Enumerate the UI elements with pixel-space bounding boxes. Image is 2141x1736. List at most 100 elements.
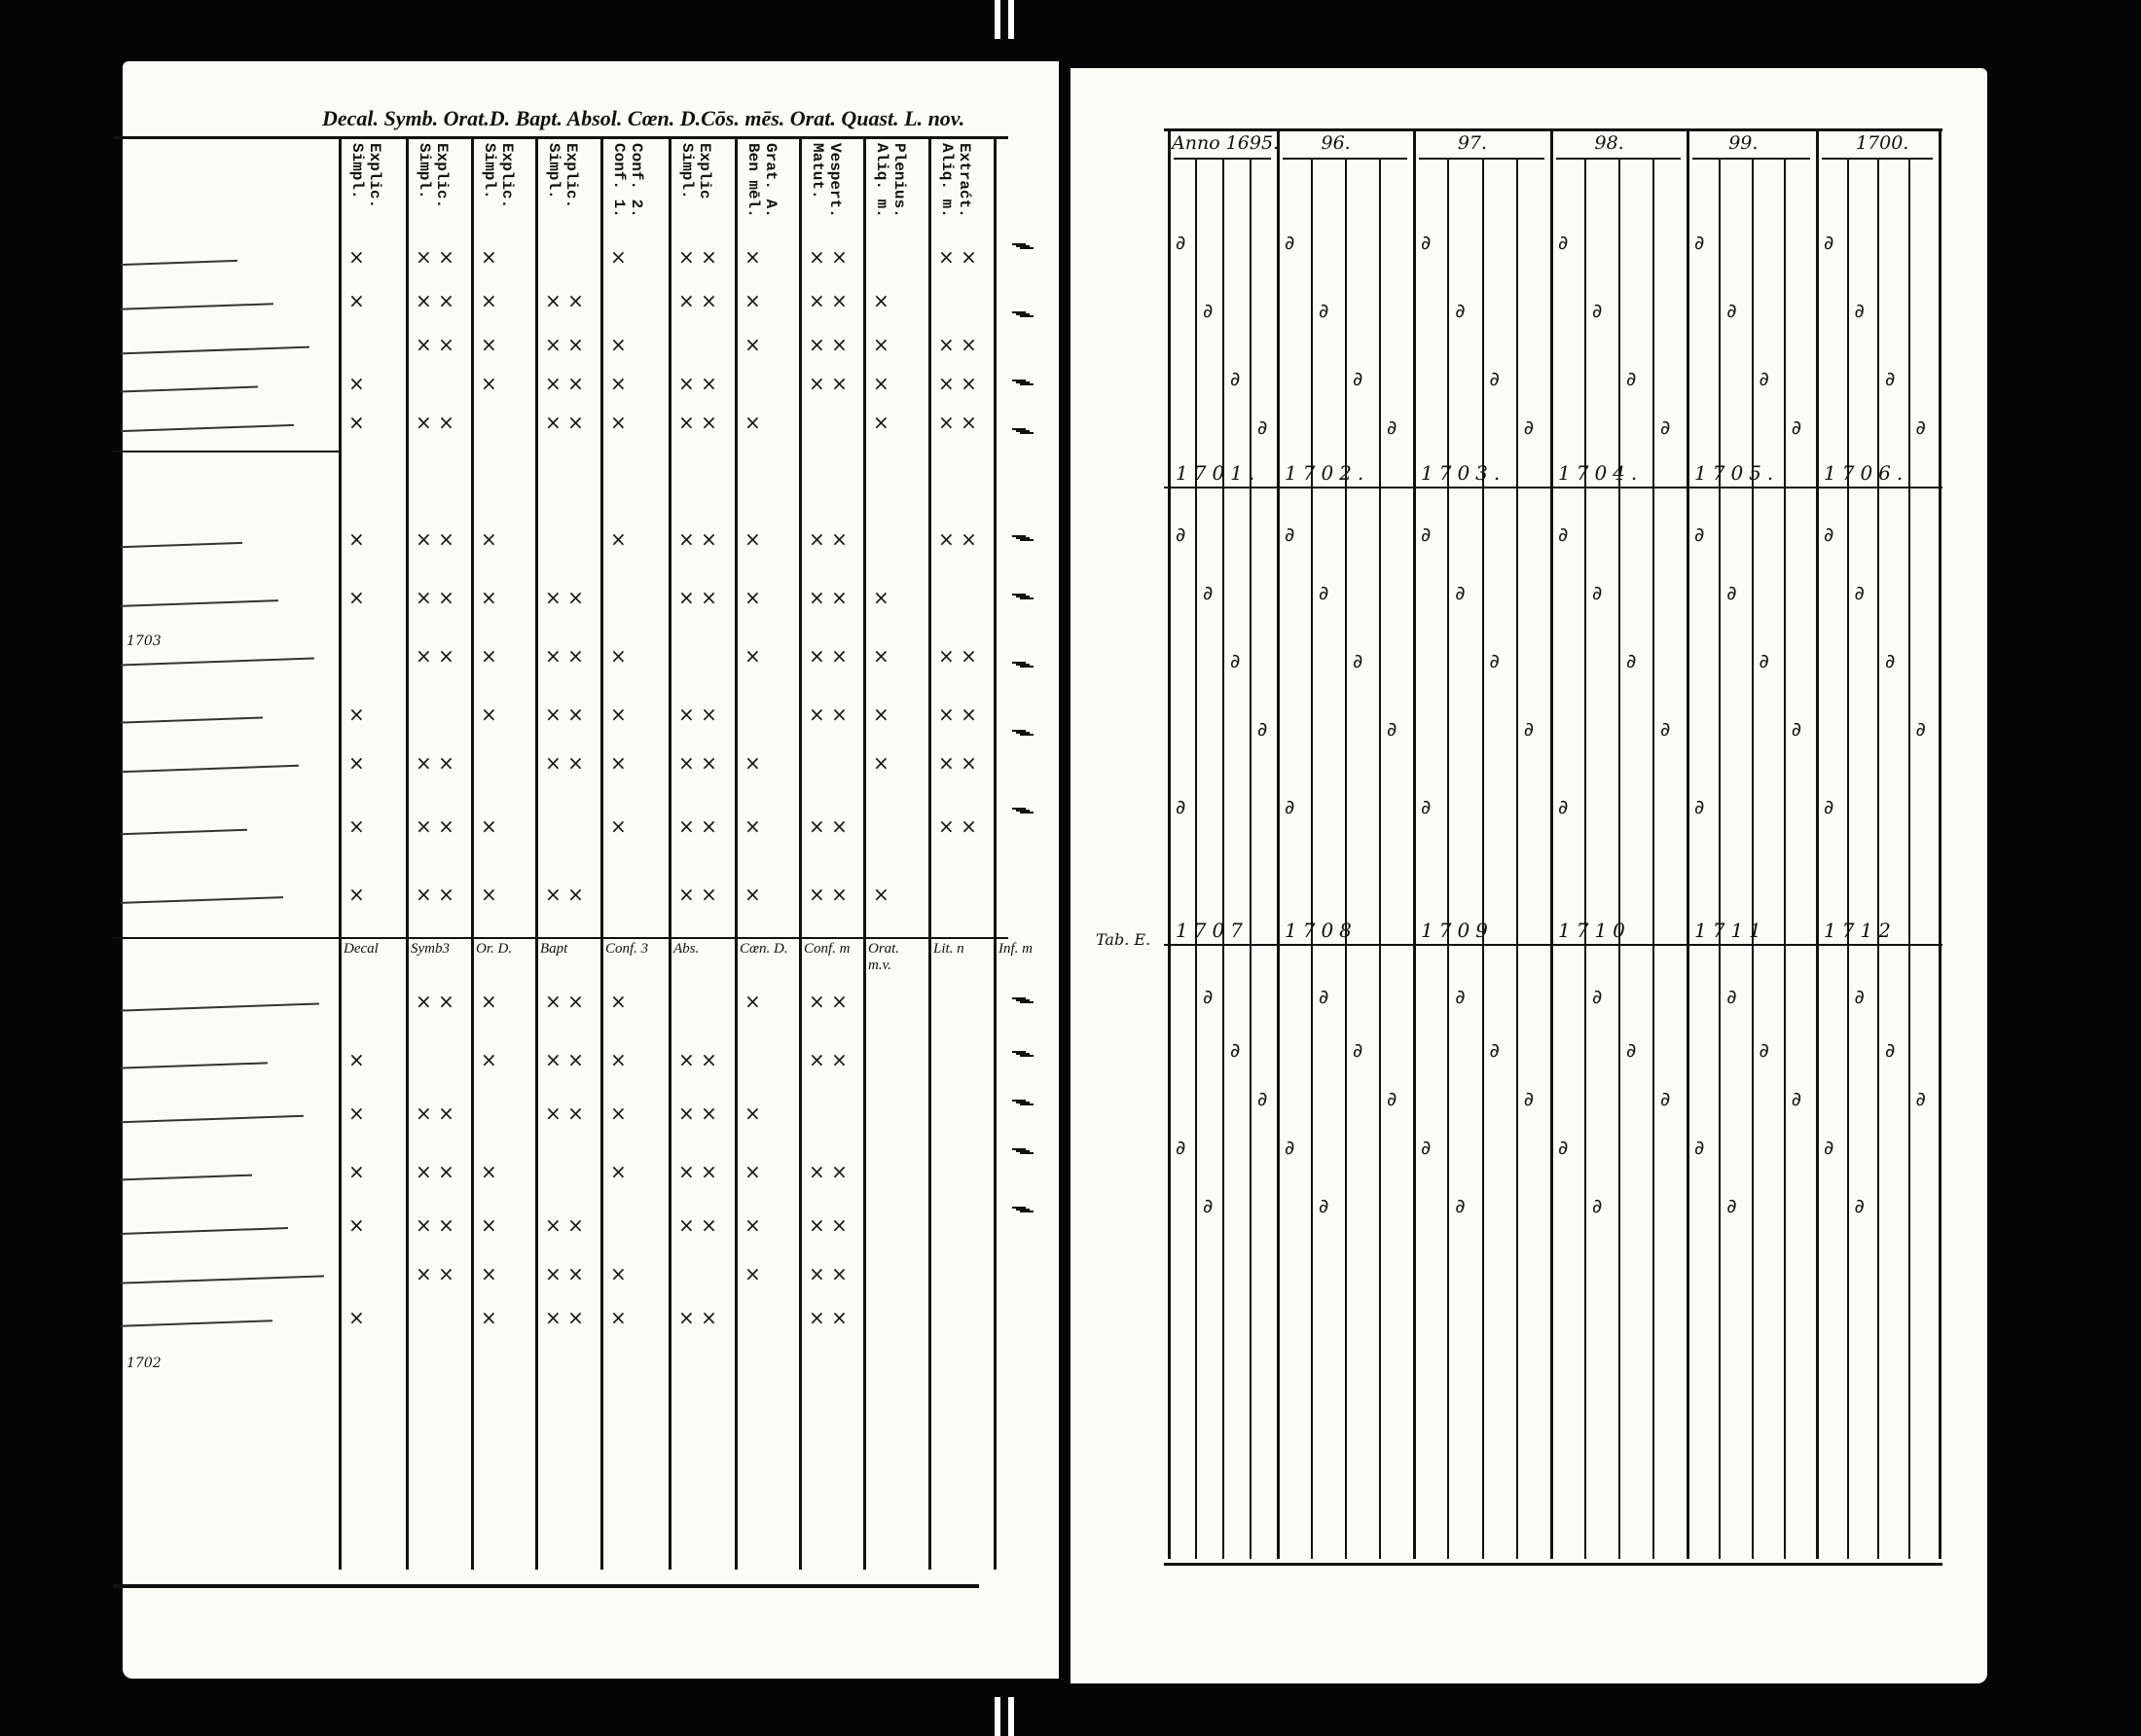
tally-mark-icon: × × xyxy=(416,411,454,434)
tally-mark-icon: × xyxy=(348,814,365,838)
year-underline xyxy=(1692,158,1810,160)
entry-mark: ∂ xyxy=(1285,795,1295,818)
top-rule xyxy=(1164,128,1942,131)
tally-mark-icon: × × xyxy=(678,411,717,434)
tally-mark-icon: × xyxy=(348,1213,365,1237)
entry-mark: ∂ xyxy=(1176,523,1186,546)
row2-rule xyxy=(1164,487,1942,488)
year-row2: 1705. xyxy=(1694,461,1780,485)
year-underline xyxy=(1556,158,1681,160)
entry-mark: ∂ xyxy=(1319,985,1329,1008)
dash-mark xyxy=(1016,1150,1030,1152)
entry-mark: ∂ xyxy=(1759,1038,1769,1062)
dash-mark xyxy=(1016,999,1030,1001)
entry-mark: ∂ xyxy=(1694,231,1705,254)
tally-mark-icon: × × xyxy=(416,289,454,312)
entry-mark: ∂ xyxy=(1319,1194,1329,1217)
sub-rule xyxy=(1311,158,1313,1559)
tally-mark-icon: × xyxy=(348,883,365,906)
entry-mark: ∂ xyxy=(1455,581,1466,604)
column-rule xyxy=(339,139,342,1570)
tally-mark-icon: × × xyxy=(545,751,584,775)
column-rule xyxy=(863,139,866,1570)
column-header: Plenius. Aliq. m. xyxy=(873,143,908,218)
tally-mark-icon: × × xyxy=(678,586,717,609)
column-rule xyxy=(928,139,931,1570)
entry-mark: ∂ xyxy=(1230,1038,1241,1062)
dash-mark xyxy=(1016,381,1030,383)
dash-mark xyxy=(1016,1053,1030,1055)
entry-mark: ∂ xyxy=(1558,523,1569,546)
tally-mark-icon: × × xyxy=(416,644,454,668)
tally-mark-icon: × × xyxy=(809,586,848,609)
tally-mark-icon: × × xyxy=(678,751,717,775)
entry-mark: ∂ xyxy=(1455,299,1466,322)
tally-mark-icon: × × xyxy=(809,372,848,395)
entry-mark: ∂ xyxy=(1257,717,1268,741)
section3-header: Decal xyxy=(344,941,379,957)
entry-mark: ∂ xyxy=(1824,1136,1834,1159)
entry-mark: ∂ xyxy=(1203,1194,1214,1217)
tally-mark-icon: × × xyxy=(545,411,584,434)
dash-mark xyxy=(1020,812,1034,814)
tally-mark-icon: × xyxy=(744,644,761,668)
tally-mark-icon: × × xyxy=(809,1048,848,1071)
tally-mark-icon: × × xyxy=(809,814,848,838)
year-row3: 1711 xyxy=(1694,919,1767,942)
tally-mark-icon: × xyxy=(873,333,889,356)
sub-rule xyxy=(1345,158,1347,1559)
column-header: Explic. Simpl. xyxy=(481,143,516,209)
name-scribble xyxy=(121,1174,252,1181)
tally-mark-icon: × xyxy=(744,751,761,775)
tally-mark-icon: × × xyxy=(416,245,454,269)
section-rule xyxy=(113,451,341,452)
entry-mark: ∂ xyxy=(1915,416,1926,439)
name-scribble xyxy=(121,345,309,355)
dash-mark xyxy=(1012,428,1026,430)
column-header: Conf. 2. Conf. 1. xyxy=(610,143,645,218)
bottom-rule xyxy=(113,1584,979,1588)
sub-rule xyxy=(1719,158,1722,1559)
tally-mark-icon: × xyxy=(481,586,497,609)
tally-mark-icon: × × xyxy=(545,1213,584,1237)
tally-mark-icon: × xyxy=(610,245,627,269)
entry-mark: ∂ xyxy=(1523,416,1535,439)
year-header: 98. xyxy=(1594,132,1624,154)
dash-mark xyxy=(1020,383,1034,385)
tally-mark-icon: × xyxy=(481,644,497,668)
tally-mark-icon: × × xyxy=(809,1262,848,1285)
tally-mark-icon: × × xyxy=(416,1213,454,1237)
year-header: 97. xyxy=(1457,132,1488,154)
dash-mark xyxy=(1012,808,1026,810)
tally-mark-icon: × × xyxy=(678,1102,717,1125)
entry-mark: ∂ xyxy=(1915,717,1926,741)
tally-mark-icon: × xyxy=(873,289,889,312)
tally-mark-icon: × × xyxy=(809,333,848,356)
tally-mark-icon: × xyxy=(873,703,889,726)
entry-mark: ∂ xyxy=(1791,416,1802,439)
tally-mark-icon: × xyxy=(610,1306,627,1329)
dash-mark xyxy=(1016,1209,1030,1211)
tally-mark-icon: × xyxy=(744,289,761,312)
section3-header: Cœn. D. xyxy=(740,941,788,957)
tally-mark-icon: × xyxy=(610,527,627,551)
name-scribble xyxy=(121,1002,319,1012)
dash-mark xyxy=(1020,1055,1034,1057)
sub-rule xyxy=(1250,158,1252,1559)
dash-mark xyxy=(1020,247,1034,249)
entry-mark: ∂ xyxy=(1489,649,1500,672)
entry-mark: ∂ xyxy=(1489,367,1500,390)
entry-mark: ∂ xyxy=(1726,985,1737,1008)
tally-mark-icon: × × xyxy=(809,245,848,269)
tally-mark-icon: × × xyxy=(938,333,977,356)
tally-mark-icon: × xyxy=(610,1048,627,1071)
dash-mark xyxy=(1020,1211,1034,1212)
tally-mark-icon: × × xyxy=(545,372,584,395)
entry-mark: ∂ xyxy=(1455,1194,1466,1217)
section3-header: Bapt xyxy=(540,941,568,957)
entry-mark: ∂ xyxy=(1176,1136,1186,1159)
dash-mark xyxy=(1012,594,1026,596)
tally-mark-icon: × × xyxy=(416,1160,454,1183)
tally-mark-icon: × × xyxy=(678,814,717,838)
tally-mark-icon: × xyxy=(610,644,627,668)
